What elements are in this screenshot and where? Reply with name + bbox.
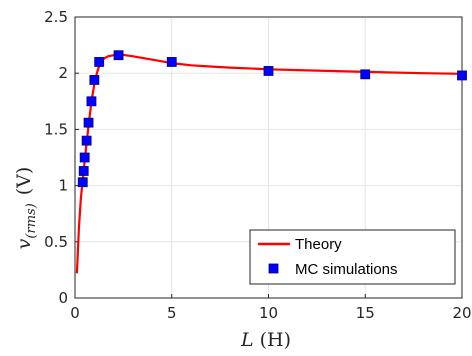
x-axis-label: L (H) bbox=[240, 329, 291, 351]
mc-simulation-point bbox=[78, 166, 89, 176]
mc-simulation-point bbox=[457, 70, 467, 81]
mc-simulation-point bbox=[83, 117, 94, 128]
mc-simulation-point bbox=[263, 66, 274, 76]
x-tick-label: 15 bbox=[356, 304, 375, 322]
legend-theory-label: Theory bbox=[295, 236, 342, 253]
legend: Theory MC simulations bbox=[249, 229, 456, 285]
y-tick-label: 0.5 bbox=[44, 233, 68, 251]
y-axis-label: v(rms) (V) bbox=[13, 167, 39, 250]
mc-simulation-point bbox=[86, 96, 97, 107]
x-tick-label: 5 bbox=[167, 304, 177, 322]
y-axis-unit: (V) bbox=[13, 167, 35, 196]
mc-simulation-point bbox=[113, 50, 124, 61]
legend-mc-label: MC simulations bbox=[295, 261, 398, 278]
legend-mc-swatch bbox=[268, 263, 279, 274]
x-tick-label: 10 bbox=[259, 304, 278, 322]
legend-box bbox=[249, 229, 456, 285]
mc-simulation-point bbox=[77, 177, 88, 188]
mc-simulation-point bbox=[79, 152, 90, 163]
mc-simulation-point bbox=[89, 75, 100, 85]
mc-simulation-point bbox=[94, 57, 105, 67]
mc-simulation-point bbox=[81, 135, 92, 146]
mc-simulation-point bbox=[166, 57, 177, 67]
x-tick-label: 0 bbox=[70, 304, 80, 322]
y-axis-subscript: (rms) bbox=[24, 203, 39, 238]
x-axis-var: L bbox=[240, 329, 254, 351]
y-tick-label: 1 bbox=[58, 177, 68, 195]
theory-line bbox=[75, 52, 463, 274]
y-tick-label: 0 bbox=[58, 289, 68, 307]
x-axis-unit: (H) bbox=[260, 329, 291, 351]
y-tick-label: 1.5 bbox=[44, 120, 68, 138]
x-tick-label: 20 bbox=[452, 304, 471, 322]
y-axis-var: v bbox=[13, 238, 35, 249]
series-layer bbox=[75, 50, 467, 274]
axis-ticks: 0 5 10 15 20 0 0.5 1 1.5 2 2.5 bbox=[44, 8, 471, 322]
y-tick-label: 2 bbox=[58, 64, 68, 82]
y-tick-label: 2.5 bbox=[44, 8, 68, 26]
mc-simulation-point bbox=[360, 69, 371, 80]
